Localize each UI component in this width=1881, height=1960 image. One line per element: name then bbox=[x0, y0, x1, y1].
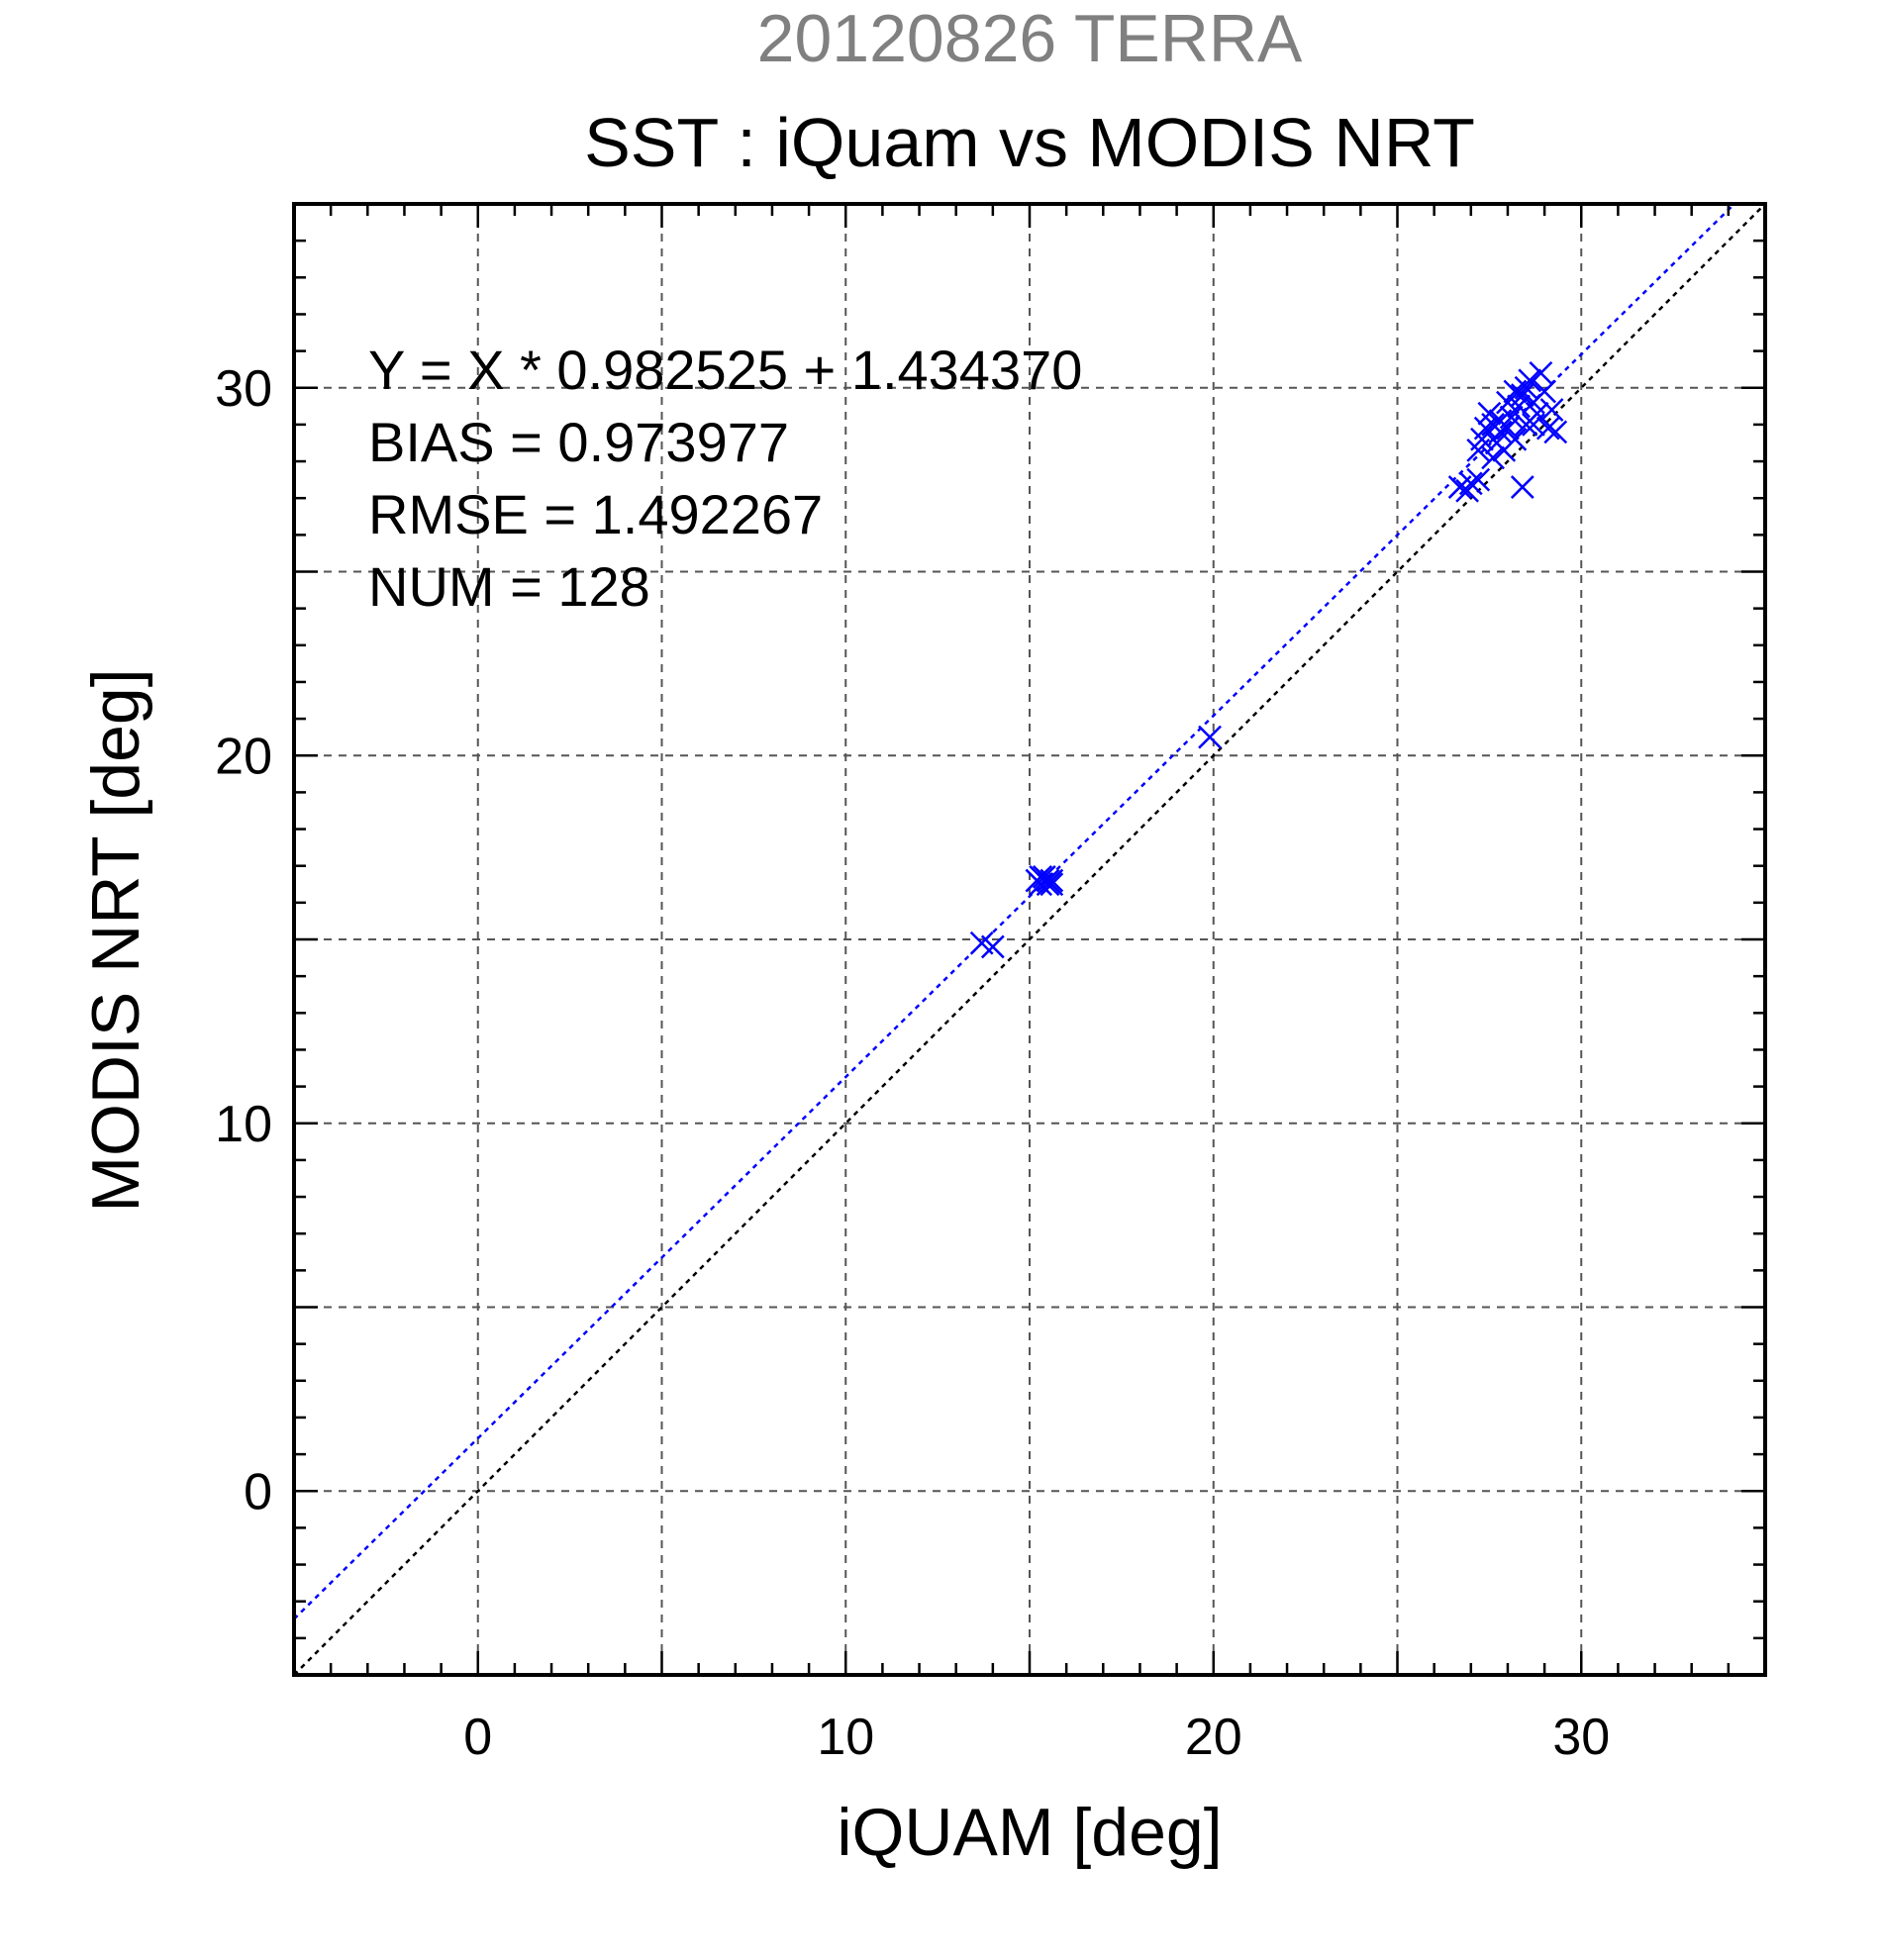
x-tick-label: 30 bbox=[1552, 1709, 1610, 1766]
data-point bbox=[1029, 864, 1053, 889]
data-point bbox=[1466, 467, 1491, 492]
data-point bbox=[1481, 445, 1505, 470]
chart-title: SST : iQuam vs MODIS NRT bbox=[584, 104, 1475, 181]
x-tick-label: 20 bbox=[1185, 1709, 1242, 1766]
data-point bbox=[1535, 416, 1560, 441]
data-point bbox=[1496, 390, 1520, 415]
stats-annotation: Y = X * 0.982525 + 1.434370 BIAS = 0.973… bbox=[368, 339, 1082, 618]
data-point bbox=[1499, 405, 1524, 430]
data-point bbox=[1473, 416, 1498, 441]
regression-equation: Y = X * 0.982525 + 1.434370 bbox=[368, 339, 1082, 401]
x-axis-label: iQUAM [deg] bbox=[837, 1795, 1222, 1870]
data-point bbox=[1533, 379, 1556, 404]
data-point bbox=[1040, 872, 1064, 897]
identity-line bbox=[293, 203, 1766, 1676]
data-point bbox=[1514, 375, 1538, 400]
data-point bbox=[1522, 413, 1545, 437]
data-point bbox=[1510, 475, 1534, 499]
data-point bbox=[980, 934, 1005, 959]
bias-label: BIAS = 0.973977 bbox=[368, 411, 789, 473]
x-tick-label: 10 bbox=[817, 1709, 874, 1766]
x-tick-label: 0 bbox=[463, 1709, 492, 1766]
data-point bbox=[1198, 725, 1222, 749]
data-point bbox=[1458, 471, 1483, 496]
data-point bbox=[1539, 398, 1564, 422]
chart-suptitle: 20120826 TERRA bbox=[757, 1, 1303, 76]
data-point bbox=[1481, 413, 1505, 437]
y-tick-label: 20 bbox=[215, 728, 272, 785]
y-tick-label: 0 bbox=[244, 1463, 272, 1520]
data-point bbox=[1543, 420, 1568, 444]
grid bbox=[294, 204, 1765, 1675]
num-label: NUM = 128 bbox=[368, 555, 650, 618]
y-tick-label: 10 bbox=[215, 1096, 272, 1153]
data-point bbox=[1510, 383, 1534, 408]
data-point bbox=[1518, 368, 1542, 393]
y-axis-label: MODIS NRT [deg] bbox=[78, 668, 153, 1212]
y-tick-label: 30 bbox=[215, 360, 272, 418]
data-points bbox=[969, 361, 1568, 959]
data-point bbox=[1503, 427, 1528, 451]
rmse-label: RMSE = 1.492267 bbox=[368, 483, 823, 545]
plot-frame bbox=[292, 202, 1767, 1677]
tick-labels: 0 10 20 30 0 10 20 30 bbox=[215, 360, 1610, 1766]
reference-lines bbox=[293, 203, 1766, 1676]
